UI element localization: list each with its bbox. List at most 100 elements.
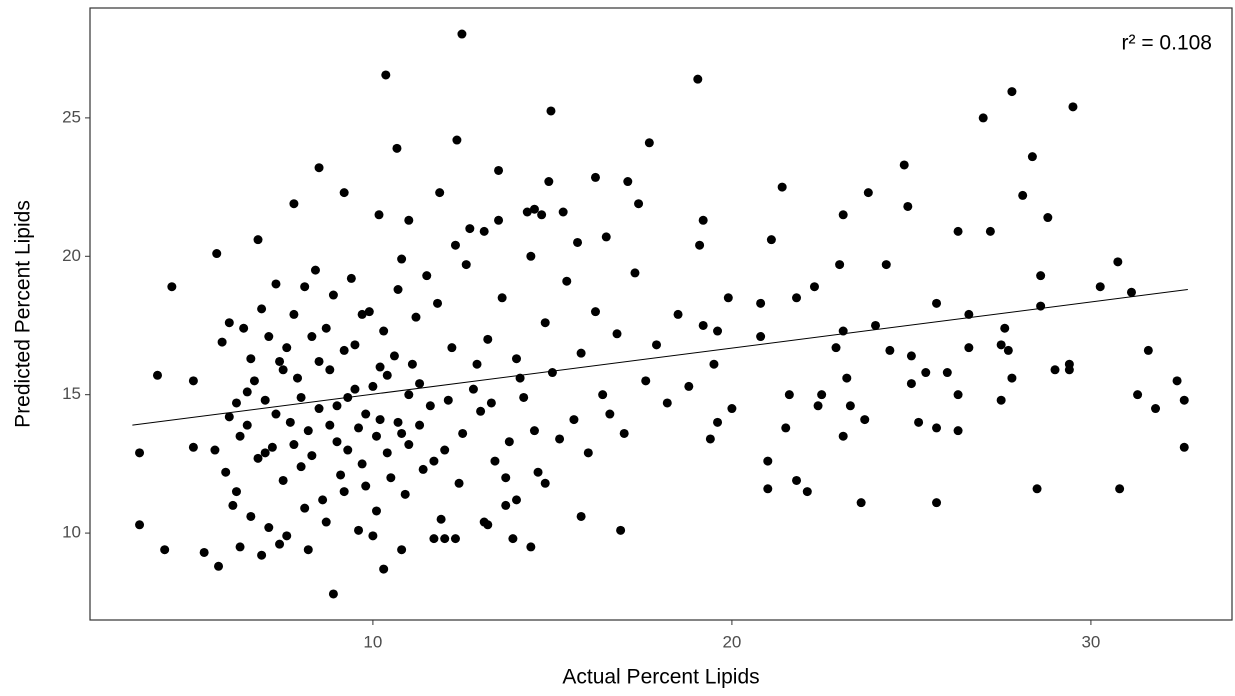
point: [221, 467, 231, 477]
point: [544, 177, 554, 187]
point: [300, 282, 310, 292]
point: [634, 199, 644, 209]
point: [440, 534, 450, 544]
point: [336, 470, 346, 480]
point: [217, 337, 227, 347]
point: [375, 415, 385, 425]
point: [307, 332, 317, 342]
point: [450, 240, 460, 250]
point: [392, 143, 402, 153]
point: [871, 320, 881, 330]
point: [371, 431, 381, 441]
point: [899, 160, 909, 170]
point: [382, 370, 392, 380]
point: [914, 417, 924, 427]
point: [673, 309, 683, 319]
point: [271, 279, 281, 289]
point: [275, 356, 285, 366]
point: [511, 354, 521, 364]
point: [249, 376, 259, 386]
point: [612, 329, 622, 339]
point: [278, 475, 288, 485]
point: [1095, 282, 1105, 292]
point: [1007, 87, 1017, 97]
point: [357, 459, 367, 469]
point: [289, 309, 299, 319]
point: [479, 517, 489, 527]
panel-border: [89, 7, 1233, 621]
point: [537, 210, 547, 220]
point: [407, 359, 417, 369]
point: [1018, 190, 1028, 200]
point: [264, 523, 274, 533]
point: [135, 448, 145, 458]
point: [831, 343, 841, 353]
point: [619, 428, 629, 438]
point: [152, 370, 162, 380]
point: [253, 235, 263, 245]
point: [454, 478, 464, 488]
point: [314, 163, 324, 173]
point: [835, 260, 845, 270]
point: [167, 282, 177, 292]
point: [339, 487, 349, 497]
point: [212, 249, 222, 259]
point: [231, 487, 241, 497]
point: [368, 381, 378, 391]
point: [386, 473, 396, 483]
point: [630, 268, 640, 278]
point: [558, 207, 568, 217]
point: [698, 320, 708, 330]
point: [246, 354, 256, 364]
point: [494, 165, 504, 175]
point: [885, 345, 895, 355]
point: [328, 589, 338, 599]
point: [260, 448, 270, 458]
point: [1115, 484, 1125, 494]
point: [652, 340, 662, 350]
point: [260, 395, 270, 405]
point: [845, 401, 855, 411]
point: [1126, 287, 1136, 297]
point: [569, 415, 579, 425]
point: [1007, 373, 1017, 383]
point: [1036, 271, 1046, 281]
point: [964, 309, 974, 319]
point: [576, 511, 586, 521]
point: [953, 390, 963, 400]
point: [863, 188, 873, 198]
point: [817, 390, 827, 400]
point: [713, 326, 723, 336]
point: [1064, 359, 1074, 369]
point: [397, 545, 407, 555]
point: [289, 440, 299, 450]
point: [1032, 484, 1042, 494]
point: [792, 475, 802, 485]
point: [727, 404, 737, 414]
point: [526, 251, 536, 261]
point: [332, 401, 342, 411]
point: [239, 323, 249, 333]
point: [296, 462, 306, 472]
point: [583, 448, 593, 458]
annotation: r² = 0.108: [1122, 32, 1212, 55]
point: [921, 368, 931, 378]
point: [267, 442, 277, 452]
point: [508, 534, 518, 544]
point: [210, 445, 220, 455]
y-axis-title: Predicted Percent Lipids: [12, 200, 35, 428]
point: [842, 373, 852, 383]
point: [461, 260, 471, 270]
point: [303, 426, 313, 436]
point: [452, 135, 462, 145]
point: [1050, 365, 1060, 375]
point: [325, 420, 335, 430]
point: [777, 182, 787, 192]
x-tick-label: 10: [363, 632, 382, 651]
point: [242, 420, 252, 430]
point: [440, 445, 450, 455]
point: [1043, 213, 1053, 223]
point: [289, 199, 299, 209]
point: [1000, 323, 1010, 333]
point: [1003, 345, 1013, 355]
